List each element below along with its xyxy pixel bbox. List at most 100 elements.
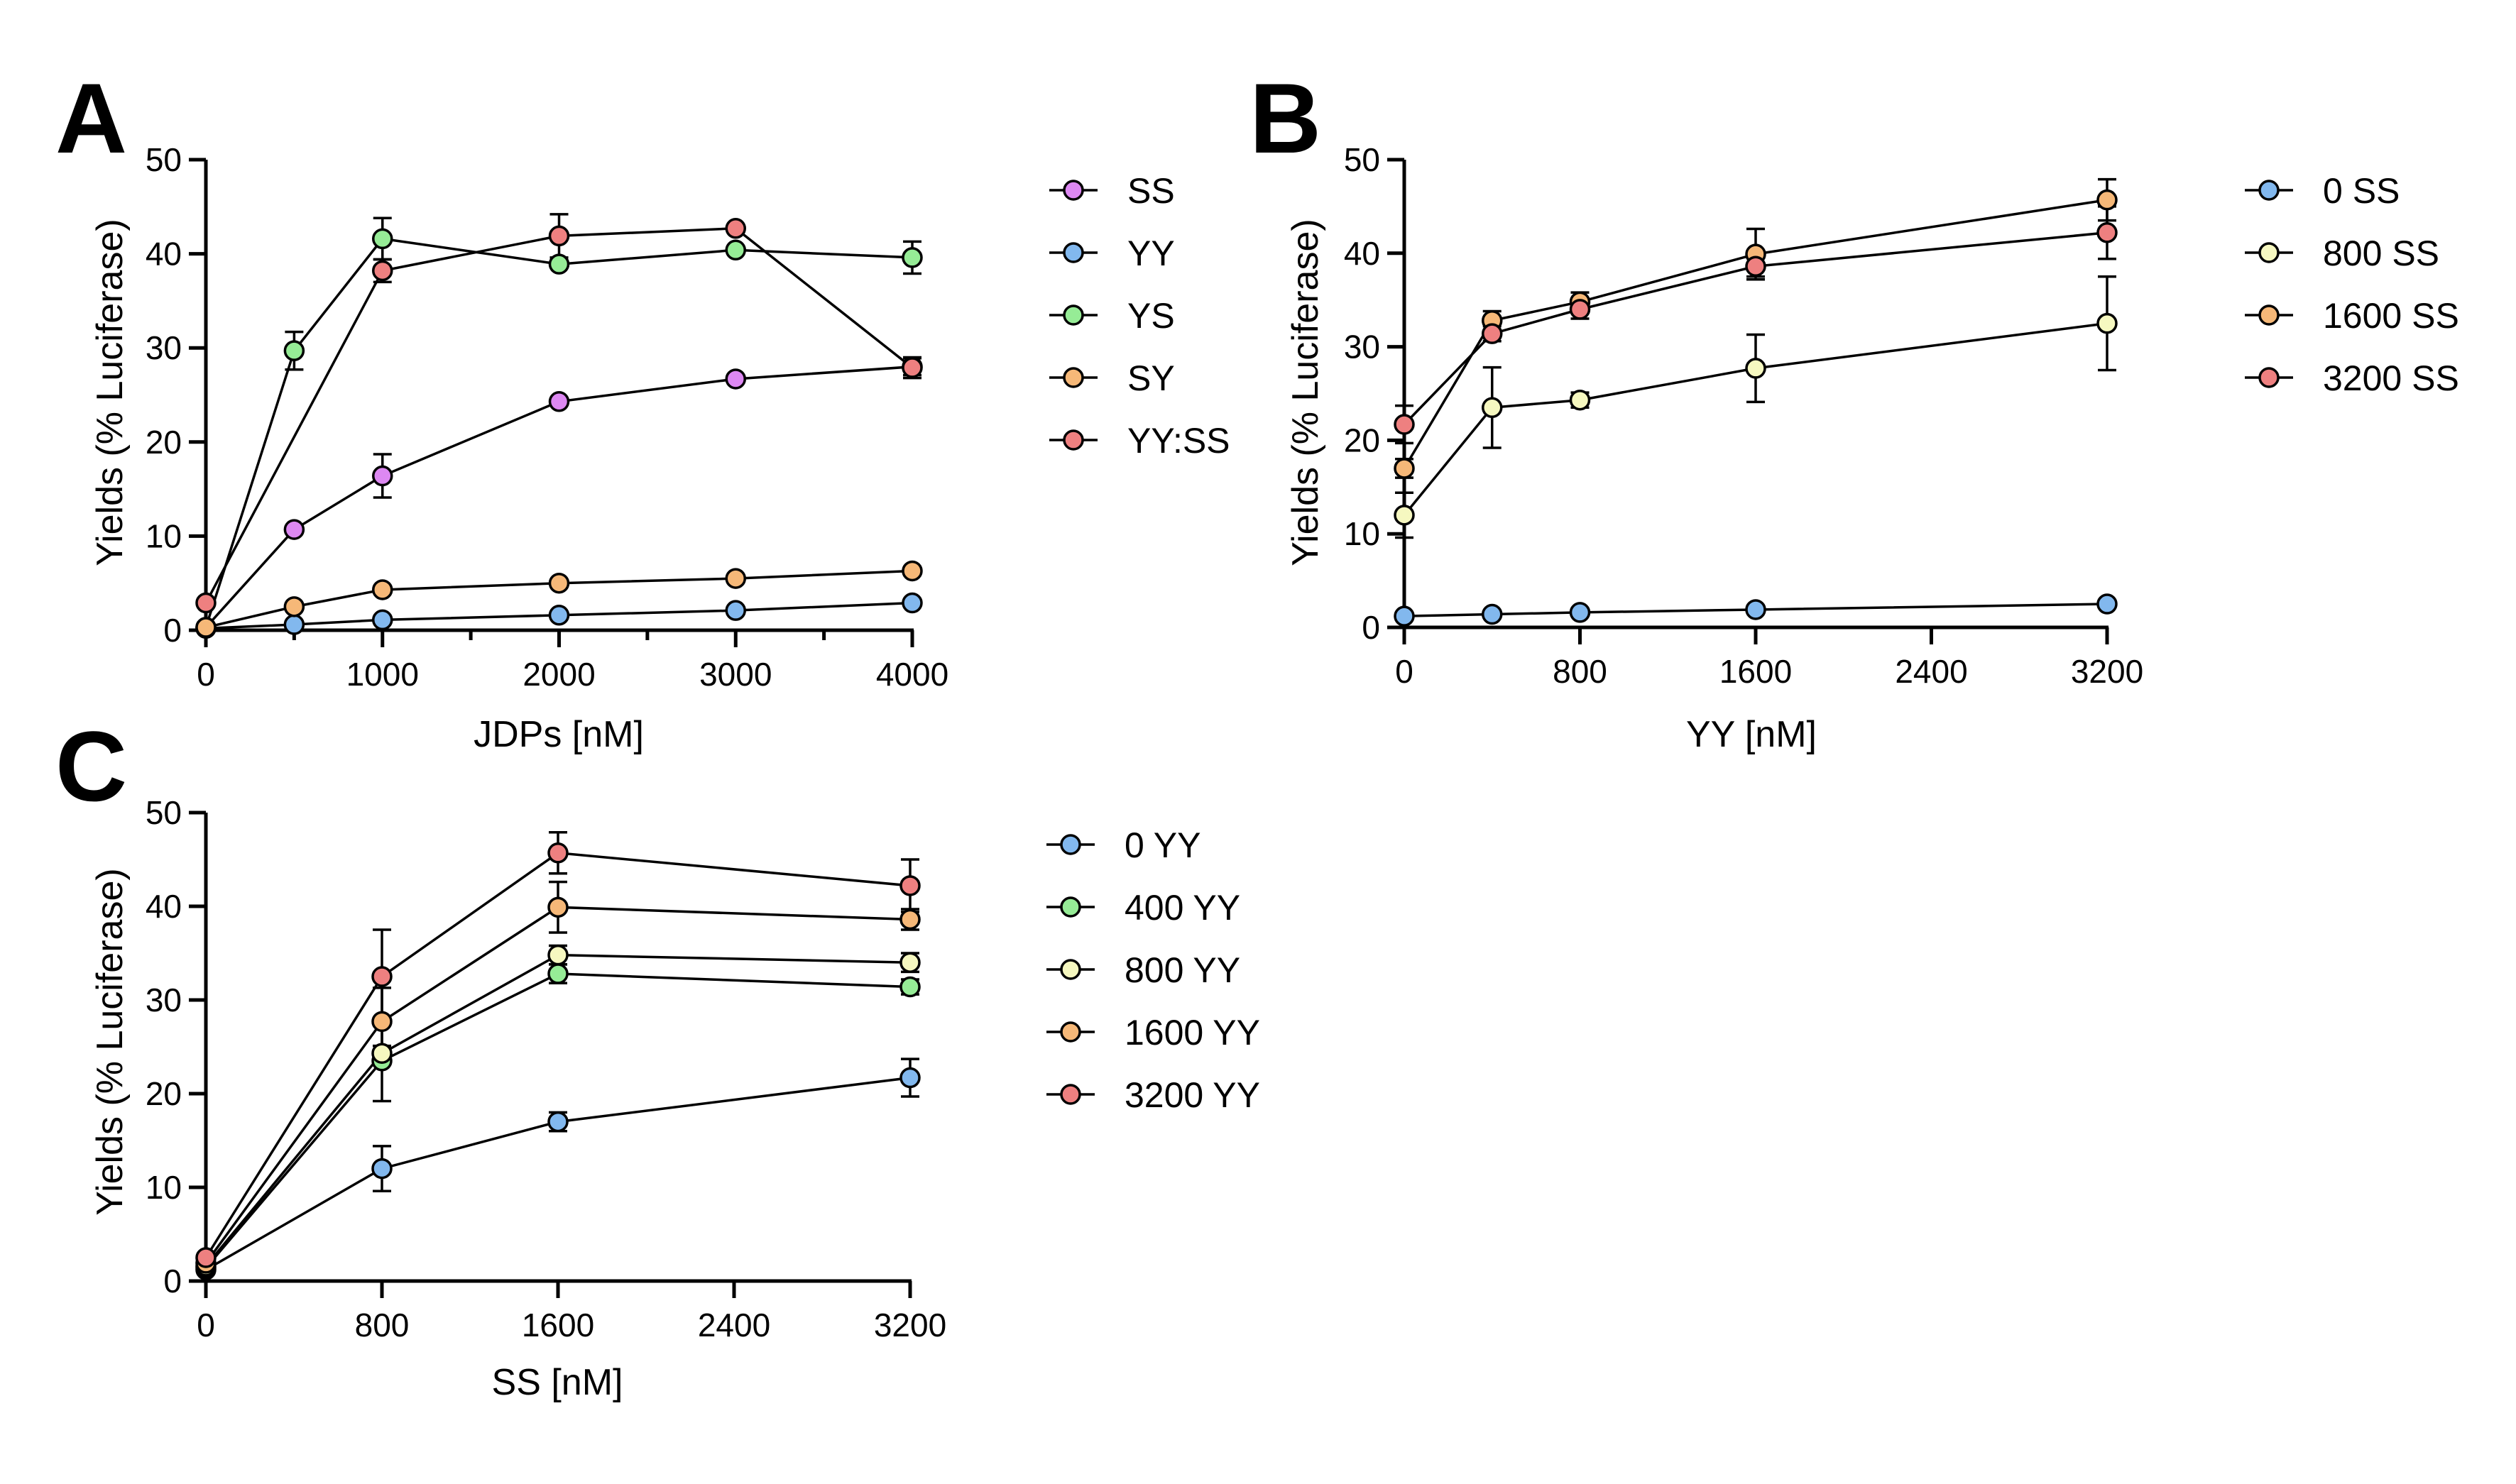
data-point-a-3 — [548, 572, 570, 594]
data-point-a-2 — [548, 253, 570, 275]
legend-label-c-1: 400 YY — [1125, 888, 1240, 928]
data-point-c-0 — [899, 1067, 921, 1089]
data-point-c-0 — [547, 1111, 569, 1133]
data-point-a-3 — [902, 560, 923, 582]
chart-panel-b: 0 10 20 30 40 50 0 800 1600 2400 3200 0 SS 800 SS 160… — [1344, 141, 2459, 690]
series-line-a-1 — [205, 601, 913, 630]
data-point-b-1 — [1745, 358, 1766, 379]
data-point-b-3 — [1569, 299, 1591, 320]
y-tick-label-c: 10 — [146, 1169, 182, 1206]
legend-marker-a-3 — [1063, 367, 1084, 388]
legend-label-a-2: YS — [1127, 296, 1175, 336]
data-point-c-4 — [195, 1247, 217, 1268]
series-line-a-0 — [204, 365, 913, 629]
data-point-a-0 — [548, 391, 570, 412]
legend-label-a-3: SY — [1127, 358, 1175, 398]
series-line-c-2 — [204, 953, 911, 1267]
panel-letter-b: B — [1249, 62, 1321, 174]
y-tick-label-c: 50 — [146, 794, 182, 831]
data-point-a-2 — [902, 247, 923, 268]
legend-label-b-0: 0 SS — [2323, 171, 2400, 211]
x-tick-label-c: 3200 — [874, 1307, 946, 1343]
data-point-a-4 — [372, 260, 393, 282]
legend-marker-c-4 — [1060, 1084, 1081, 1105]
y-tick-label-c: 20 — [146, 1075, 182, 1112]
data-point-b-0 — [1394, 605, 1415, 627]
legend-label-b-2: 1600 SS — [2323, 296, 2459, 336]
data-point-a-1 — [548, 605, 570, 626]
data-point-a-2 — [283, 340, 305, 361]
legend-label-b-1: 800 SS — [2323, 233, 2439, 273]
legend-label-a-4: YY:SS — [1127, 421, 1230, 461]
data-point-c-0 — [371, 1158, 393, 1180]
data-point-c-4 — [899, 875, 921, 896]
x-tick-label-a: 0 — [197, 656, 215, 693]
data-point-b-2 — [1394, 458, 1415, 479]
legend-label-b-3: 3200 SS — [2323, 358, 2459, 398]
data-point-a-1 — [725, 600, 746, 621]
data-point-a-0 — [725, 368, 746, 390]
x-tick-label-a: 4000 — [876, 656, 948, 693]
legend-label-c-0: 0 YY — [1125, 825, 1201, 865]
series-line-c-4 — [204, 851, 911, 1258]
data-point-b-1 — [2096, 312, 2118, 334]
legend-marker-a-0 — [1063, 180, 1084, 201]
data-point-a-0 — [372, 465, 393, 487]
data-point-a-0 — [283, 519, 305, 540]
data-point-c-1 — [899, 976, 921, 998]
legend-marker-a-4 — [1063, 429, 1084, 451]
legend-marker-c-0 — [1060, 834, 1081, 855]
data-point-c-2 — [899, 952, 921, 973]
y-tick-label-a: 50 — [146, 141, 182, 178]
data-point-c-1 — [547, 963, 569, 984]
y-tick-label-b: 10 — [1344, 515, 1380, 552]
series-line-c-0 — [205, 1076, 911, 1271]
data-point-a-3 — [372, 579, 393, 600]
legend-label-a-0: SS — [1127, 171, 1175, 211]
x-tick-label-a: 2000 — [523, 656, 595, 693]
legend-marker-c-1 — [1060, 896, 1081, 918]
series-line-c-1 — [204, 972, 911, 1269]
data-point-b-0 — [1745, 599, 1766, 620]
x-tick-label-b: 0 — [1395, 653, 1413, 690]
y-tick-label-a: 20 — [146, 424, 182, 461]
y-tick-label-b: 20 — [1344, 422, 1380, 458]
x-tick-label-b: 1600 — [1719, 653, 1792, 690]
y-tick-label-a: 40 — [146, 236, 182, 273]
chart-panel-a: 0 10 20 30 40 50 0 1000 2000 3000 4000 SS YY YS SY YY:S… — [146, 141, 1230, 693]
data-point-b-2 — [2096, 189, 2118, 211]
y-tick-label-a: 30 — [146, 329, 182, 366]
series-line-a-3 — [205, 569, 913, 629]
data-point-b-1 — [1569, 389, 1591, 411]
legend-marker-a-1 — [1063, 242, 1084, 263]
series-line-a-4 — [204, 227, 914, 604]
panel-letter-a: A — [55, 62, 127, 174]
panel-letter-c: C — [55, 710, 127, 822]
legend-label-c-2: 800 YY — [1125, 950, 1240, 990]
data-point-c-3 — [547, 896, 569, 918]
y-axis-title-a: Yields (% Luciferase) — [89, 219, 131, 566]
data-point-b-0 — [1482, 603, 1503, 625]
y-tick-label-b: 50 — [1344, 141, 1380, 178]
data-point-a-4 — [725, 218, 746, 239]
data-point-c-3 — [371, 1011, 393, 1033]
legend-marker-b-3 — [2258, 367, 2280, 388]
y-tick-label-a: 0 — [163, 612, 182, 649]
legend-label-a-1: YY — [1127, 233, 1175, 273]
legend-marker-c-3 — [1060, 1021, 1081, 1043]
x-axis-title-c: SS [nM] — [492, 1362, 623, 1403]
data-point-b-1 — [1394, 505, 1415, 526]
x-tick-label-b: 800 — [1553, 653, 1607, 690]
x-tick-label-a: 1000 — [346, 656, 419, 693]
data-point-b-3 — [1394, 414, 1415, 435]
legend-marker-b-0 — [2258, 180, 2280, 201]
y-tick-label-b: 0 — [1362, 609, 1380, 646]
data-point-a-3 — [283, 596, 305, 617]
data-point-b-3 — [1745, 255, 1766, 277]
data-point-a-2 — [372, 228, 393, 250]
data-point-c-3 — [899, 908, 921, 930]
data-point-b-0 — [2096, 593, 2118, 615]
data-point-b-1 — [1482, 397, 1503, 419]
x-tick-label-c: 0 — [197, 1307, 215, 1343]
y-axis-title-b: Yields (% Luciferase) — [1285, 219, 1326, 566]
